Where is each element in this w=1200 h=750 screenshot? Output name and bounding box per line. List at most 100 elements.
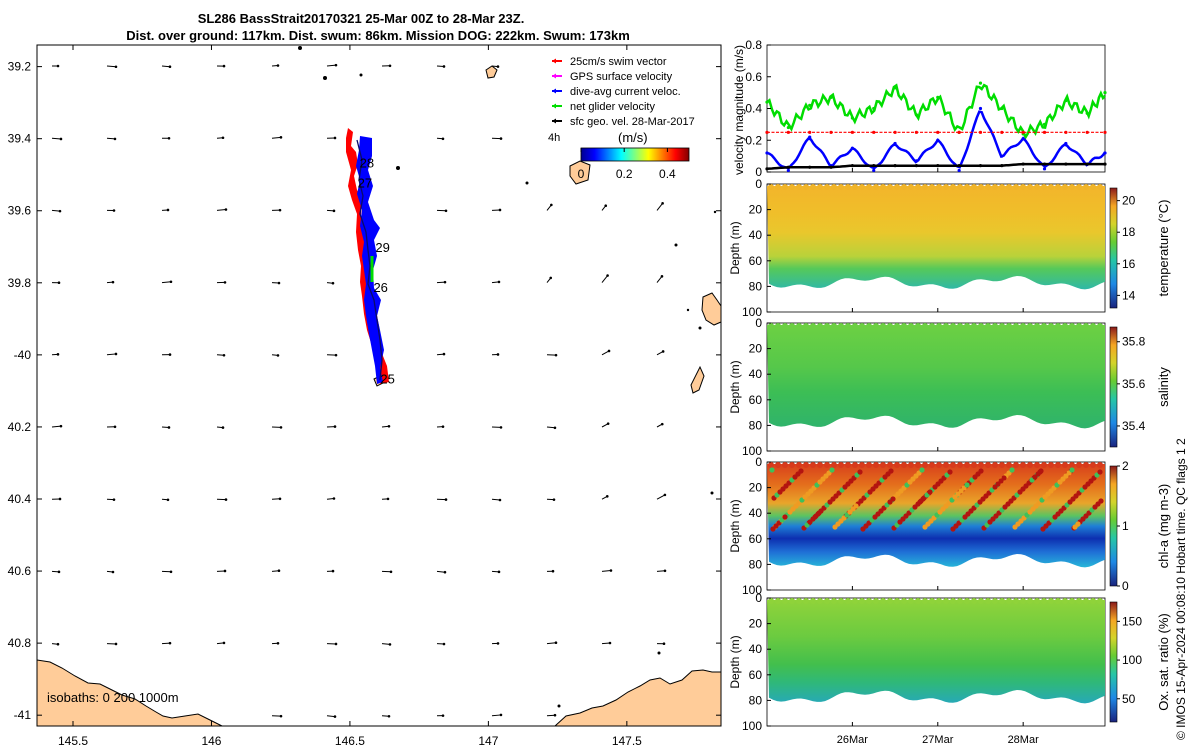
depth-tick-label: 0 bbox=[755, 455, 762, 469]
velocity-point bbox=[978, 106, 983, 111]
profile-sample-dot bbox=[852, 598, 858, 604]
velocity-point bbox=[893, 141, 897, 146]
velocity-point bbox=[914, 130, 919, 134]
profile-sample-dot bbox=[957, 598, 963, 604]
profile-sample-dot bbox=[852, 184, 858, 190]
profile-sample-dot bbox=[796, 598, 802, 604]
profile-sample-dot bbox=[873, 598, 879, 604]
profile-sample-dot bbox=[1020, 598, 1026, 604]
profile-sample-dot bbox=[838, 598, 844, 604]
velocity-point bbox=[914, 159, 919, 163]
profile-sample-dot bbox=[1055, 323, 1061, 329]
surface-vector-head bbox=[388, 64, 392, 68]
surface-vector-head bbox=[660, 422, 664, 426]
profile-sample-dot bbox=[936, 462, 942, 468]
profile-sample-dot bbox=[873, 184, 879, 190]
map-x-tick-label: 145.5 bbox=[58, 734, 88, 748]
profile-sample-dot bbox=[1041, 184, 1047, 190]
figure-title-line1: SL286 BassStrait20170321 25-Mar 00Z to 2… bbox=[198, 11, 525, 26]
profile-sample-dot bbox=[1097, 323, 1103, 329]
profile-sample-dot bbox=[880, 323, 886, 329]
profile-sample-dot bbox=[971, 462, 977, 468]
velocity-point bbox=[786, 165, 790, 169]
surface-vector-head bbox=[223, 569, 227, 573]
profile-sample-dot bbox=[1020, 184, 1026, 190]
surface-vector-head bbox=[441, 714, 445, 717]
depth-axis-label: Depth (m) bbox=[728, 635, 742, 688]
velocity-point bbox=[1000, 154, 1004, 158]
profile-sample-dot bbox=[838, 462, 844, 468]
surface-vector-head bbox=[498, 208, 502, 212]
depth-tick-label: 100 bbox=[742, 583, 762, 597]
profile-sample-dot bbox=[887, 323, 893, 329]
profile-sample-dot bbox=[1097, 462, 1103, 468]
profile-sample-dot bbox=[999, 462, 1005, 468]
velocity-point bbox=[914, 164, 919, 168]
velocity-point bbox=[850, 116, 854, 120]
profile-sample-dot bbox=[768, 462, 774, 468]
surface-vector-head bbox=[167, 136, 171, 140]
surface-vector-head bbox=[496, 642, 500, 645]
profile-sample-dot bbox=[943, 184, 949, 190]
surface-vector-head bbox=[388, 643, 392, 646]
legend-arrowhead bbox=[552, 58, 556, 64]
chl-sample-dot bbox=[782, 514, 788, 520]
surface-vector bbox=[161, 65, 171, 68]
profile-sample-dot bbox=[831, 462, 837, 468]
surface-vector-head bbox=[387, 714, 391, 718]
velocity-point bbox=[1000, 130, 1004, 134]
profile-sample-dot bbox=[1069, 462, 1075, 468]
surface-vector-head bbox=[333, 425, 337, 428]
colorbar-tick-label: 2 bbox=[1122, 459, 1129, 473]
depth-tick-label: 80 bbox=[749, 557, 763, 571]
map-y-tick-label: 39.4 bbox=[8, 132, 32, 146]
profile-sample-dot bbox=[1006, 462, 1012, 468]
profile-sample-dot bbox=[789, 323, 795, 329]
profile-sample-dot bbox=[810, 184, 816, 190]
profile-sample-dot bbox=[775, 462, 781, 468]
legend-arrowhead bbox=[552, 88, 556, 94]
chl-sample-dot bbox=[1075, 521, 1081, 527]
legend-entry: net glider velocity bbox=[570, 101, 655, 113]
surface-vector-head bbox=[113, 425, 117, 429]
depth-tick-label: 40 bbox=[749, 367, 763, 381]
profile-sample-dot bbox=[887, 184, 893, 190]
profile-sample-dot bbox=[1048, 323, 1054, 329]
velocity-point bbox=[1021, 130, 1025, 134]
surface-vector bbox=[51, 425, 62, 428]
surface-vector bbox=[106, 65, 117, 68]
profile-sample-dot bbox=[901, 598, 907, 604]
velocity-point bbox=[1042, 167, 1047, 171]
profile-sample-dot bbox=[782, 184, 788, 190]
velocity-point bbox=[957, 164, 961, 168]
depth-tick-label: 20 bbox=[749, 617, 763, 631]
surface-vector bbox=[326, 64, 337, 67]
surface-vector-head bbox=[606, 422, 610, 425]
colorbar-tick-label: 35.6 bbox=[1122, 377, 1146, 391]
velocity-point bbox=[1103, 162, 1107, 166]
map-x-tick-label: 147.5 bbox=[612, 734, 642, 748]
profile-sample-dot bbox=[775, 184, 781, 190]
depth-tick-label: 40 bbox=[749, 228, 763, 242]
profile-sample-dot bbox=[1090, 184, 1096, 190]
velocity-point bbox=[1021, 162, 1025, 166]
surface-vector-head bbox=[58, 209, 62, 213]
depth-tick-label: 20 bbox=[749, 481, 763, 495]
colorbar-tick-label: 100 bbox=[1122, 653, 1142, 667]
velocity-point bbox=[914, 113, 919, 117]
profile-panel: 0 20 40 60 80 100 Depth (m) 0 1 2 chl-a (mg m-3) bbox=[728, 455, 1171, 597]
velocity-point bbox=[1042, 162, 1047, 166]
profile-sample-dot bbox=[894, 598, 900, 604]
map-y-tick-label: 40.8 bbox=[8, 636, 32, 650]
velocity-point bbox=[872, 164, 876, 168]
profile-sample-dot bbox=[978, 598, 984, 604]
profile-sample-dot bbox=[957, 184, 963, 190]
profile-sample-dot bbox=[789, 462, 795, 468]
profile-sample-dot bbox=[782, 598, 788, 604]
depth-tick-label: 0 bbox=[755, 177, 762, 191]
profile-sample-dot bbox=[985, 323, 991, 329]
velocity-point bbox=[936, 130, 940, 134]
profile-sample-dot bbox=[866, 462, 872, 468]
surface-vector-head bbox=[661, 202, 664, 205]
surface-vector-head bbox=[604, 204, 608, 208]
